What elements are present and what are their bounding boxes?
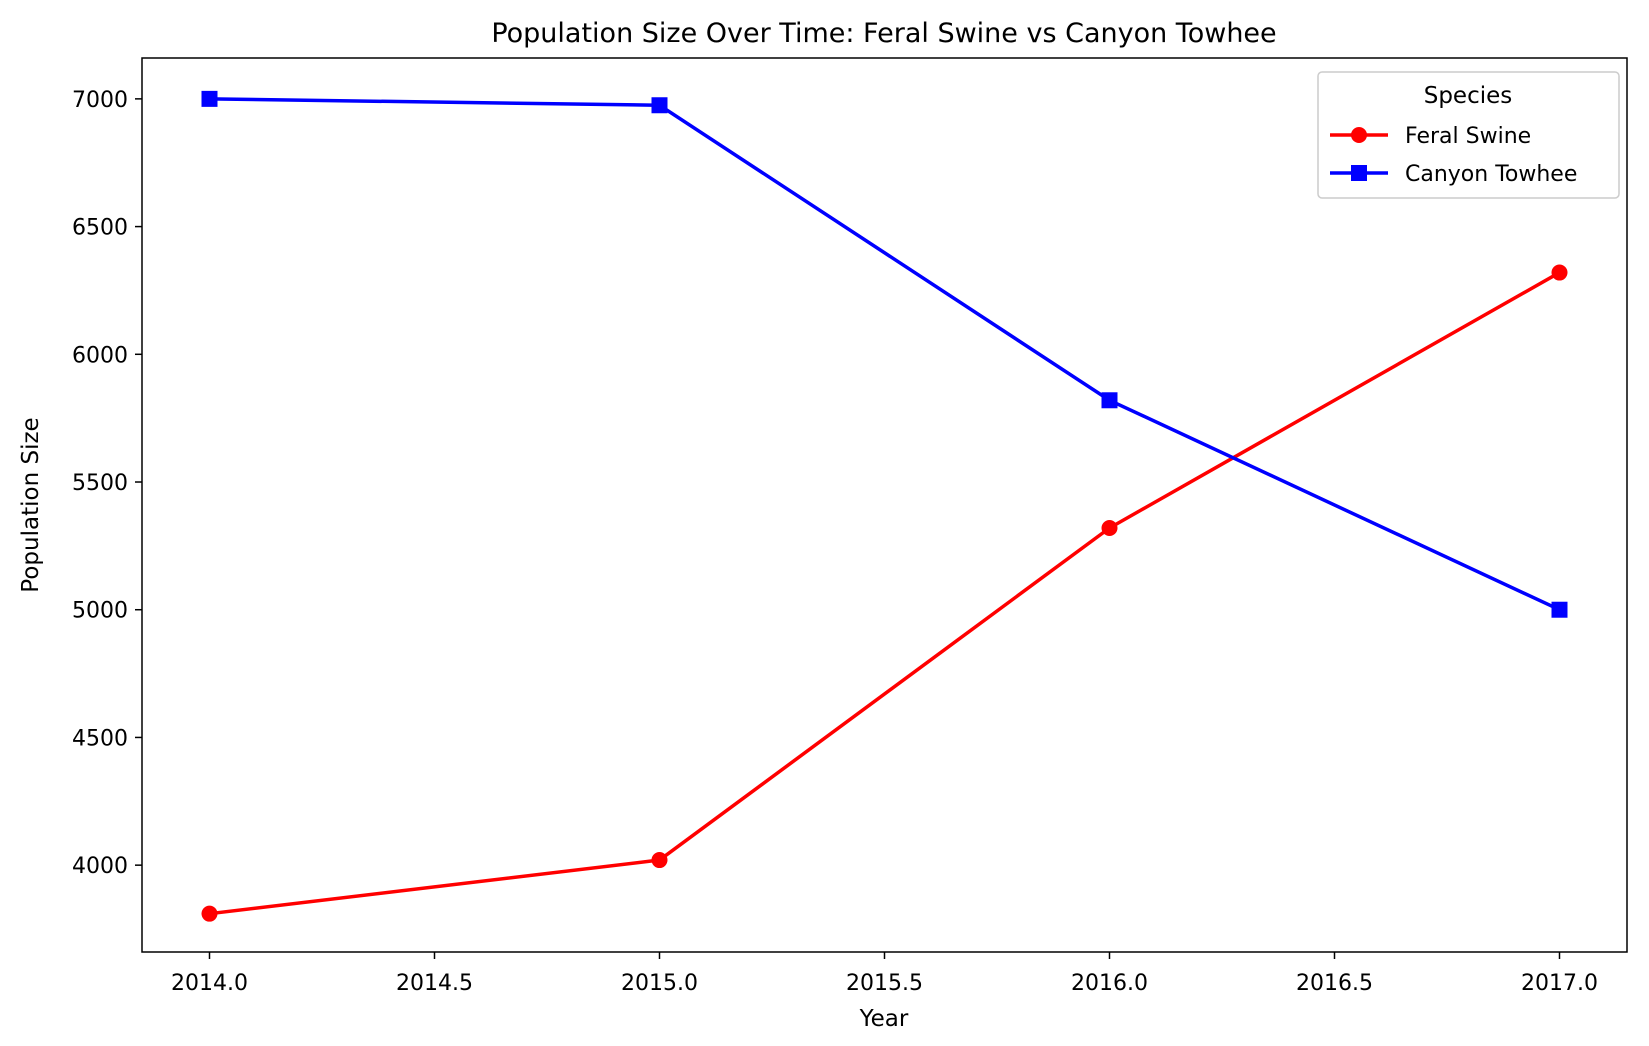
data-point-canyon-towhee [651, 97, 668, 114]
data-point-feral-swine [1551, 264, 1568, 281]
legend: Species Feral Swine Canyon Towhee [1317, 71, 1620, 199]
x-axis-label: Year [859, 1006, 909, 1032]
x-tick-label: 2017.0 [1521, 971, 1598, 996]
data-point-canyon-towhee [1551, 601, 1568, 618]
legend-entries: Feral Swine Canyon Towhee [1330, 124, 1577, 187]
y-tick-label: 5500 [72, 471, 128, 496]
y-tick-label: 7000 [72, 88, 128, 113]
data-point-canyon-towhee [201, 90, 218, 107]
legend-marker-feral-swine [1351, 127, 1367, 143]
data-point-feral-swine [201, 905, 218, 922]
chart-title: Population Size Over Time: Feral Swine v… [491, 18, 1276, 49]
y-tick-label: 4000 [72, 854, 128, 879]
x-tick-label: 2016.0 [1071, 971, 1148, 996]
data-point-feral-swine [1101, 519, 1118, 536]
y-tick-label: 6500 [72, 216, 128, 241]
y-tick-label: 6000 [72, 343, 128, 368]
y-tick-label: 4500 [72, 726, 128, 751]
y-axis-label: Population Size [18, 417, 44, 592]
x-tick-label: 2014.0 [171, 971, 248, 996]
legend-marker-canyon-towhee [1351, 165, 1367, 181]
series-line-canyon-towhee [209, 97, 1561, 612]
x-tick-label: 2015.0 [621, 971, 698, 996]
x-tick-label: 2015.5 [846, 971, 923, 996]
legend-box [1317, 71, 1620, 199]
x-tick-label: 2016.5 [1296, 971, 1373, 996]
x-tick-label: 2014.5 [396, 971, 473, 996]
y-tick-label: 5000 [72, 599, 128, 624]
series-line-feral-swine [209, 271, 1561, 916]
legend-label-canyon-towhee: Canyon Towhee [1405, 162, 1577, 187]
data-point-canyon-towhee [1101, 392, 1118, 409]
plot-markers [201, 90, 1568, 922]
data-point-feral-swine [651, 852, 668, 869]
plot-lines [209, 97, 1561, 916]
legend-title: Species [1424, 83, 1513, 109]
y-axis-ticks: 4000 4500 5000 5500 6000 6500 7000 [72, 88, 142, 879]
legend-label-feral-swine: Feral Swine [1405, 124, 1531, 149]
x-axis-ticks: 2014.0 2014.5 2015.0 2015.5 2016.0 2016.5 2017… [171, 952, 1598, 996]
